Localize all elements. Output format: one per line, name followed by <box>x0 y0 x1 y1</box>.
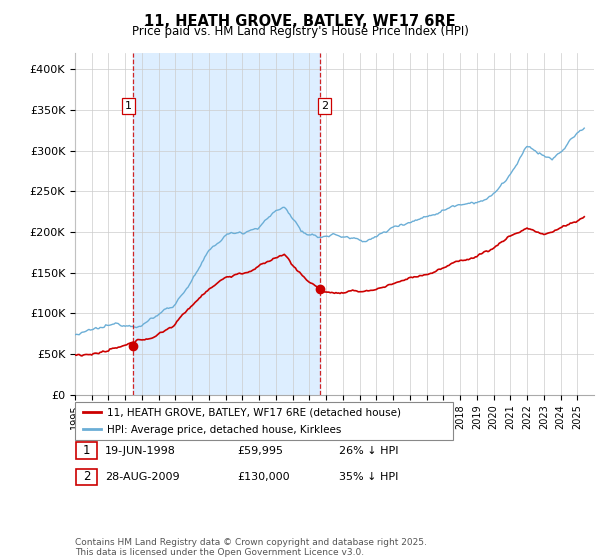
Text: £59,995: £59,995 <box>237 446 283 456</box>
Text: 28-AUG-2009: 28-AUG-2009 <box>105 472 179 482</box>
Text: 11, HEATH GROVE, BATLEY, WF17 6RE: 11, HEATH GROVE, BATLEY, WF17 6RE <box>144 14 456 29</box>
Text: 2: 2 <box>83 470 90 483</box>
Text: 2: 2 <box>321 101 328 111</box>
Text: HPI: Average price, detached house, Kirklees: HPI: Average price, detached house, Kirk… <box>107 426 341 436</box>
FancyBboxPatch shape <box>76 469 97 485</box>
Bar <box>133 53 320 395</box>
Text: 1: 1 <box>83 444 90 457</box>
Text: Contains HM Land Registry data © Crown copyright and database right 2025.
This d: Contains HM Land Registry data © Crown c… <box>75 538 427 557</box>
Text: 11, HEATH GROVE, BATLEY, WF17 6RE (detached house): 11, HEATH GROVE, BATLEY, WF17 6RE (detac… <box>107 408 401 418</box>
Text: 35% ↓ HPI: 35% ↓ HPI <box>339 472 398 482</box>
FancyBboxPatch shape <box>76 442 97 459</box>
Text: Price paid vs. HM Land Registry's House Price Index (HPI): Price paid vs. HM Land Registry's House … <box>131 25 469 38</box>
Text: 1: 1 <box>125 101 132 111</box>
Text: 19-JUN-1998: 19-JUN-1998 <box>105 446 176 456</box>
Text: £130,000: £130,000 <box>237 472 290 482</box>
Text: 26% ↓ HPI: 26% ↓ HPI <box>339 446 398 456</box>
